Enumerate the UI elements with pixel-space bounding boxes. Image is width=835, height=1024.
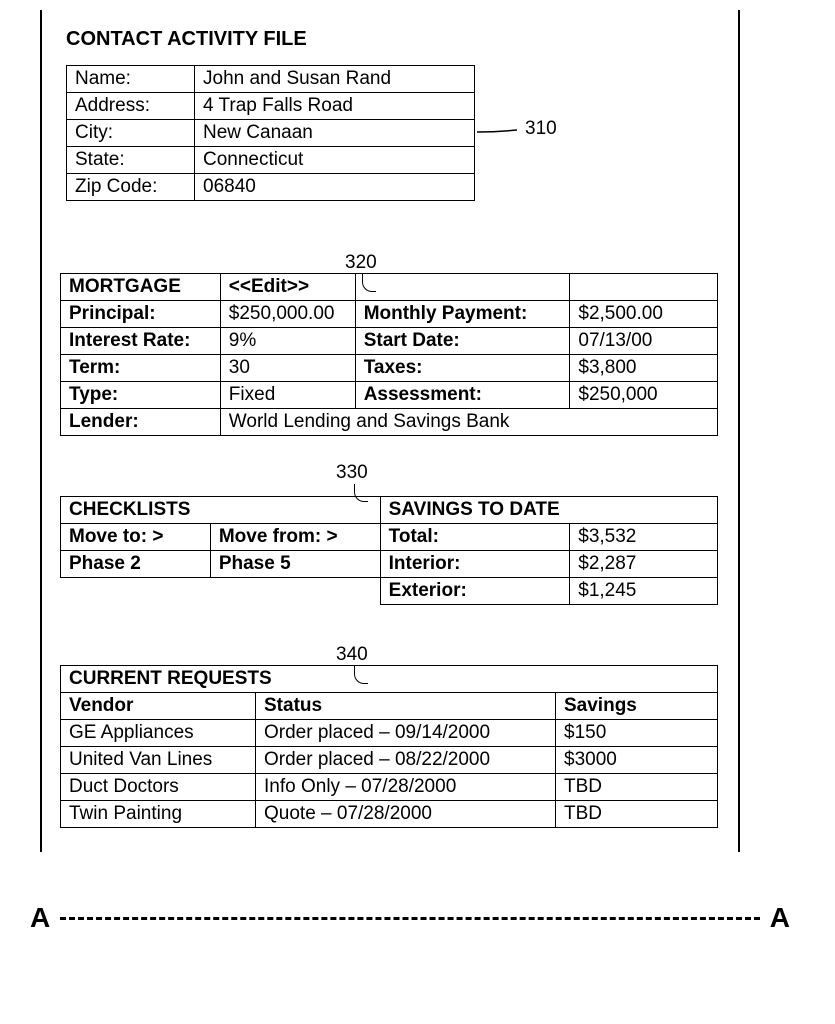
requests-table: CURRENT REQUESTS Vendor Status Savings G…	[60, 665, 718, 828]
movefrom-label[interactable]: Move from: >	[210, 524, 380, 551]
table-row: United Van Lines Order placed – 08/22/20…	[61, 747, 718, 774]
table-row: Term: 30 Taxes: $3,800	[61, 355, 718, 382]
callout-320: 320	[345, 252, 377, 274]
status-cell: Info Only – 07/28/2000	[256, 774, 556, 801]
main-frame: CONTACT ACTIVITY FILE Name: John and Sus…	[40, 10, 740, 852]
moveto-label[interactable]: Move to: >	[61, 524, 211, 551]
mortgage-header: MORTGAGE	[61, 274, 221, 301]
table-row: Duct Doctors Info Only – 07/28/2000 TBD	[61, 774, 718, 801]
contact-value: John and Susan Rand	[195, 66, 475, 93]
status-cell: Order placed – 09/14/2000	[256, 720, 556, 747]
contact-label: Name:	[67, 66, 195, 93]
status-cell: Order placed – 08/22/2000	[256, 747, 556, 774]
mortgage-label: Principal:	[61, 301, 221, 328]
table-row: Type: Fixed Assessment: $250,000	[61, 382, 718, 409]
table-row: Phase 2 Phase 5 Interior: $2,287	[61, 551, 718, 578]
savings-cell: $150	[556, 720, 718, 747]
callout-310: 310	[525, 118, 557, 140]
contact-table: Name: John and Susan Rand Address: 4 Tra…	[66, 65, 475, 201]
section-a-right: A	[770, 902, 790, 934]
status-cell: Quote – 07/28/2000	[256, 801, 556, 828]
mortgage-label: Term:	[61, 355, 221, 382]
table-row: Principal: $250,000.00 Monthly Payment: …	[61, 301, 718, 328]
empty-cell	[210, 578, 380, 605]
savings-cell: TBD	[556, 774, 718, 801]
callout-340: 340	[336, 644, 368, 666]
table-row: Interest Rate: 9% Start Date: 07/13/00	[61, 328, 718, 355]
mortgage-value: $2,500.00	[570, 301, 718, 328]
col-savings: Savings	[556, 693, 718, 720]
mortgage-label: Monthly Payment:	[355, 301, 570, 328]
savings-value: $1,245	[570, 578, 718, 605]
vendor-cell: GE Appliances	[61, 720, 256, 747]
table-row: Zip Code: 06840	[67, 174, 475, 201]
savings-label: Total:	[380, 524, 570, 551]
table-row: State: Connecticut	[67, 147, 475, 174]
contact-label: State:	[67, 147, 195, 174]
table-row: Twin Painting Quote – 07/28/2000 TBD	[61, 801, 718, 828]
section-a-divider: A A	[30, 902, 790, 934]
savings-cell: TBD	[556, 801, 718, 828]
savings-value: $2,287	[570, 551, 718, 578]
vendor-cell: United Van Lines	[61, 747, 256, 774]
mortgage-label: Type:	[61, 382, 221, 409]
checklists-savings-table: CHECKLISTS SAVINGS TO DATE Move to: > Mo…	[60, 496, 718, 605]
callout-310-line	[477, 120, 521, 144]
savings-value: $3,532	[570, 524, 718, 551]
mortgage-table: MORTGAGE <<Edit>> Principal: $250,000.00…	[60, 273, 718, 436]
mortgage-value: Fixed	[220, 382, 355, 409]
savings-label: Exterior:	[380, 578, 570, 605]
mortgage-value: $250,000.00	[220, 301, 355, 328]
contact-value: Connecticut	[195, 147, 475, 174]
mortgage-value: 9%	[220, 328, 355, 355]
section-a-left: A	[30, 902, 50, 934]
table-row: Exterior: $1,245	[61, 578, 718, 605]
savings-header: SAVINGS TO DATE	[380, 497, 717, 524]
table-row: MORTGAGE <<Edit>>	[61, 274, 718, 301]
contact-label: Address:	[67, 93, 195, 120]
savings-cell: $3000	[556, 747, 718, 774]
vendor-cell: Twin Painting	[61, 801, 256, 828]
table-row: Address: 4 Trap Falls Road	[67, 93, 475, 120]
page-title: CONTACT ACTIVITY FILE	[66, 28, 720, 51]
col-vendor: Vendor	[61, 693, 256, 720]
mortgage-value: 07/13/00	[570, 328, 718, 355]
table-row: City: New Canaan	[67, 120, 475, 147]
mortgage-label: Assessment:	[355, 382, 570, 409]
callout-330: 330	[336, 462, 368, 484]
contact-label: Zip Code:	[67, 174, 195, 201]
contact-value: New Canaan	[195, 120, 475, 147]
col-status: Status	[256, 693, 556, 720]
dash-line	[60, 917, 760, 920]
table-row: CHECKLISTS SAVINGS TO DATE	[61, 497, 718, 524]
table-row: CURRENT REQUESTS	[61, 666, 718, 693]
requests-header: CURRENT REQUESTS	[61, 666, 718, 693]
mortgage-label: Lender:	[61, 409, 221, 436]
table-row: Name: John and Susan Rand	[67, 66, 475, 93]
mortgage-lender-value: World Lending and Savings Bank	[220, 409, 717, 436]
contact-value: 4 Trap Falls Road	[195, 93, 475, 120]
table-row: Lender: World Lending and Savings Bank	[61, 409, 718, 436]
vendor-cell: Duct Doctors	[61, 774, 256, 801]
checklists-header: CHECKLISTS	[61, 497, 381, 524]
savings-label: Interior:	[380, 551, 570, 578]
mortgage-empty	[355, 274, 570, 301]
mortgage-label: Taxes:	[355, 355, 570, 382]
phase-to: Phase 2	[61, 551, 211, 578]
mortgage-value: 30	[220, 355, 355, 382]
contact-label: City:	[67, 120, 195, 147]
mortgage-label: Interest Rate:	[61, 328, 221, 355]
mortgage-empty	[570, 274, 718, 301]
empty-cell	[61, 578, 211, 605]
table-row: Vendor Status Savings	[61, 693, 718, 720]
mortgage-value: $250,000	[570, 382, 718, 409]
mortgage-edit[interactable]: <<Edit>>	[220, 274, 355, 301]
mortgage-value: $3,800	[570, 355, 718, 382]
table-row: GE Appliances Order placed – 09/14/2000 …	[61, 720, 718, 747]
table-row: Move to: > Move from: > Total: $3,532	[61, 524, 718, 551]
phase-from: Phase 5	[210, 551, 380, 578]
contact-value: 06840	[195, 174, 475, 201]
mortgage-label: Start Date:	[355, 328, 570, 355]
